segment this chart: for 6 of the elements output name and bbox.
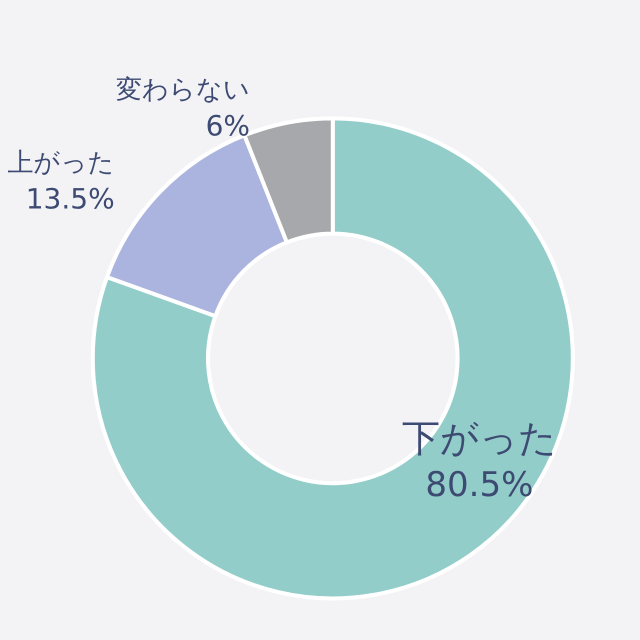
slice-label: 下がった: [402, 416, 557, 460]
data-label: 13.5%: [26, 182, 115, 216]
slice-label: 変わらない: [116, 74, 250, 105]
data-label: 6%: [206, 109, 250, 142]
slice-label: 上がった: [8, 148, 115, 178]
data-label: 80.5%: [425, 465, 534, 506]
